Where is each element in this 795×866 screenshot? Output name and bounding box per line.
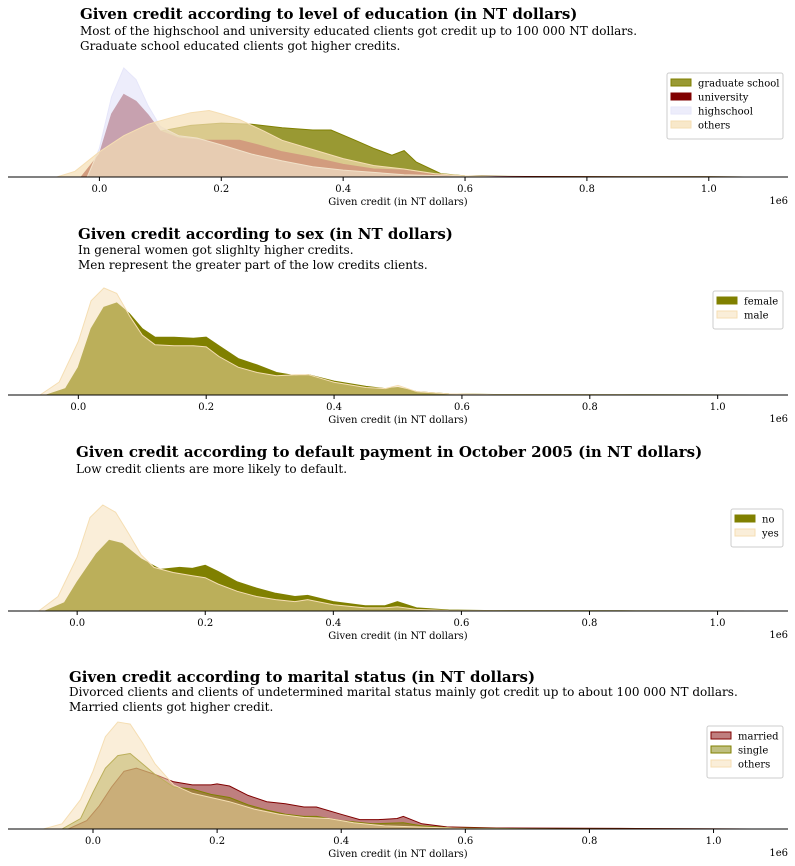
- chart-subtitle-line: Most of the highschool and university ed…: [80, 24, 637, 38]
- x-tick-label: 0.8: [581, 836, 597, 847]
- series-area-male: [40, 288, 756, 395]
- x-tick-label: 1.0: [710, 402, 726, 413]
- series-area-yes: [38, 505, 756, 611]
- chart-title: Given credit according to sex (in NT dol…: [78, 225, 453, 243]
- x-tick-label: 0.0: [69, 618, 85, 629]
- x-tick-label: 1.0: [706, 836, 722, 847]
- legend: no yes: [730, 508, 784, 548]
- legend-frame: [666, 72, 784, 140]
- chart-panel-4: Given credit according to marital status…: [8, 668, 788, 860]
- legend-swatch: [670, 92, 692, 101]
- legend: married single others: [706, 725, 784, 779]
- legend-swatch: [734, 514, 756, 523]
- chart-subtitle-line: Low credit clients are more likely to de…: [76, 462, 347, 476]
- chart-subtitle-line: Graduate school educated clients got hig…: [80, 39, 400, 53]
- x-tick-label: 0.2: [198, 402, 214, 413]
- chart-subtitle-line: In general women got slighlty higher cre…: [78, 243, 354, 257]
- x-tick-label: 0.2: [213, 184, 229, 195]
- series-line-others: [43, 721, 559, 830]
- legend-swatch: [716, 296, 738, 305]
- legend: female male: [712, 290, 784, 330]
- x-axis-label: Given credit (in NT dollars): [328, 415, 467, 426]
- x-tick-label: 0.0: [85, 836, 101, 847]
- legend-label: male: [744, 311, 769, 322]
- series-area-others: [56, 110, 496, 177]
- chart-title: Given credit according to default paymen…: [76, 443, 702, 461]
- x-axis-label: Given credit (in NT dollars): [328, 197, 467, 208]
- legend-swatch: [710, 731, 732, 740]
- legend-swatch: [734, 528, 756, 537]
- legend-swatch: [670, 120, 692, 129]
- chart-panel-1: Given credit according to level of educa…: [8, 5, 788, 208]
- legend-label: single: [738, 746, 768, 757]
- x-tick-label: 0.2: [209, 836, 225, 847]
- x-tick-label: 0.4: [335, 184, 351, 195]
- legend-swatch: [710, 745, 732, 754]
- x-axis-offset-label: 1e6: [769, 196, 788, 207]
- legend-label: female: [744, 297, 778, 308]
- x-tick-label: 0.6: [457, 184, 473, 195]
- legend-swatch: [670, 78, 692, 87]
- x-tick-label: 0.4: [325, 618, 341, 629]
- series-line-male: [39, 287, 757, 396]
- chart-title: Given credit according to marital status…: [69, 668, 535, 686]
- x-tick-label: 0.4: [333, 836, 349, 847]
- legend-label: yes: [761, 529, 779, 540]
- chart-panel-2: Given credit according to sex (in NT dol…: [8, 225, 788, 426]
- legend-label: no: [762, 515, 774, 526]
- x-tick-label: 0.8: [582, 402, 598, 413]
- series-line-yes: [38, 504, 757, 612]
- series-line-others: [56, 109, 496, 178]
- legend: graduate school university highschool other…: [666, 72, 784, 140]
- legend-label: graduate school: [698, 79, 779, 90]
- x-axis-offset-label: 1e6: [769, 414, 788, 425]
- x-axis-label: Given credit (in NT dollars): [328, 849, 467, 860]
- x-tick-label: 0.0: [70, 402, 86, 413]
- x-tick-label: 0.2: [197, 618, 213, 629]
- legend-swatch: [716, 310, 738, 319]
- x-tick-label: 0.8: [579, 184, 595, 195]
- x-tick-label: 0.8: [582, 618, 598, 629]
- legend-label: married: [738, 732, 779, 743]
- x-tick-label: 0.0: [91, 184, 107, 195]
- chart-panel-3: Given credit according to default paymen…: [8, 443, 788, 642]
- x-tick-label: 0.4: [326, 402, 342, 413]
- chart-title: Given credit according to level of educa…: [80, 5, 577, 23]
- x-axis-label: Given credit (in NT dollars): [328, 631, 467, 642]
- legend-label: others: [738, 760, 770, 771]
- x-tick-label: 0.6: [457, 836, 473, 847]
- series-area-others: [43, 722, 559, 829]
- legend-swatch: [670, 106, 692, 115]
- chart-subtitle-line: Men represent the greater part of the lo…: [78, 258, 428, 272]
- x-tick-label: 0.6: [454, 402, 470, 413]
- legend-label: university: [698, 93, 749, 104]
- x-axis-offset-label: 1e6: [769, 630, 788, 641]
- legend-label: highschool: [698, 107, 753, 118]
- legend-swatch: [710, 759, 732, 768]
- chart-subtitle-line: Married clients got higher credit.: [69, 700, 273, 714]
- x-tick-label: 1.0: [710, 618, 726, 629]
- x-tick-label: 1.0: [701, 184, 717, 195]
- chart-subtitle-line: Divorced clients and clients of undeterm…: [69, 685, 738, 699]
- x-axis-offset-label: 1e6: [769, 848, 788, 859]
- legend-label: others: [698, 121, 730, 132]
- x-tick-label: 0.6: [453, 618, 469, 629]
